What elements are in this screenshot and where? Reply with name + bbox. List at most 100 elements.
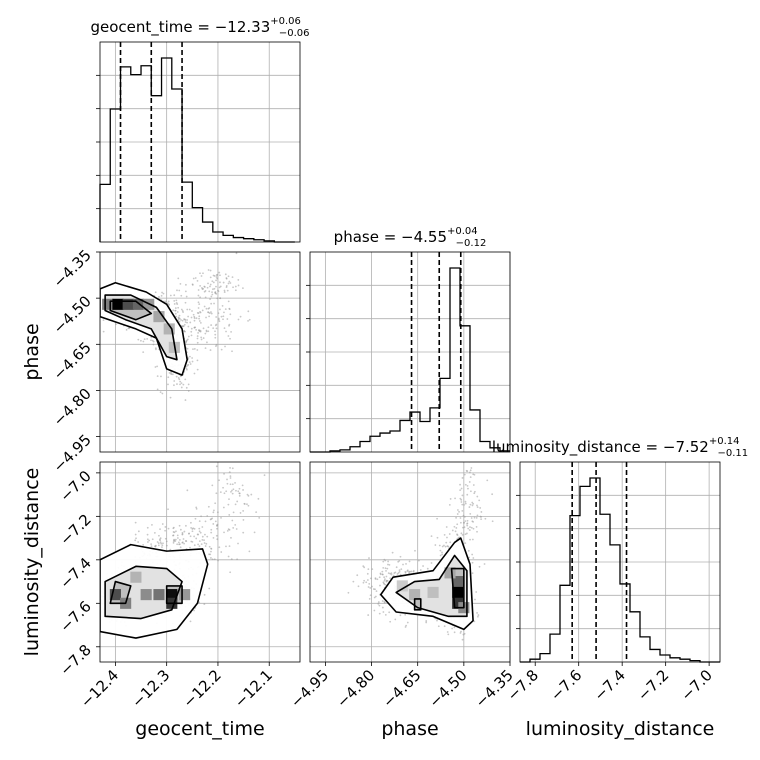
scatter-point xyxy=(437,625,440,628)
scatter-point xyxy=(220,551,223,553)
scatter-point xyxy=(156,365,159,368)
scatter-point xyxy=(223,291,226,293)
scatter-point xyxy=(237,279,240,281)
scatter-point xyxy=(381,573,384,576)
scatter-point xyxy=(200,336,203,339)
histogram-bar xyxy=(121,67,131,242)
panel-title: phase = −4.55+0.04 −0.12 xyxy=(334,226,487,249)
scatter-point xyxy=(199,272,201,275)
scatter-point xyxy=(232,286,234,289)
y-axis-label: phase xyxy=(21,323,43,380)
density-cell xyxy=(122,298,134,310)
scatter-point xyxy=(212,288,214,291)
scatter-point xyxy=(383,583,386,586)
scatter-point xyxy=(242,519,245,521)
scatter-point xyxy=(238,494,241,497)
scatter-point xyxy=(159,537,162,540)
title-label: phase = −4.55 xyxy=(334,228,447,246)
scatter-point xyxy=(179,380,182,383)
scatter-point xyxy=(185,365,188,368)
scatter-point xyxy=(183,542,185,545)
scatter-point xyxy=(404,570,407,573)
scatter-point xyxy=(474,490,476,493)
scatter-point xyxy=(204,332,207,335)
scatter-point xyxy=(192,527,195,530)
scatter-point xyxy=(468,506,471,508)
scatter-point xyxy=(211,280,214,283)
scatter-point xyxy=(189,321,192,324)
scatter-point xyxy=(398,569,401,572)
scatter-point xyxy=(472,527,475,530)
scatter-point xyxy=(155,544,157,547)
tick-label: −12.4 xyxy=(77,666,122,711)
scatter-point xyxy=(234,523,237,526)
scatter-point xyxy=(374,595,377,598)
scatter-point xyxy=(471,561,474,564)
scatter-point xyxy=(207,282,209,285)
scatter-point xyxy=(193,317,196,319)
scatter-point xyxy=(174,538,177,541)
scatter-point xyxy=(201,535,204,538)
contour-line xyxy=(165,585,183,605)
scatter-point xyxy=(472,484,475,486)
scatter-point xyxy=(207,311,209,314)
scatter-point xyxy=(461,638,464,641)
scatter-point xyxy=(97,596,99,598)
scatter-point xyxy=(178,524,181,527)
title-minus: −0.12 xyxy=(456,238,487,249)
scatter-point xyxy=(229,475,232,478)
scatter-point xyxy=(193,326,196,329)
scatter-point xyxy=(160,542,163,545)
scatter-point xyxy=(204,347,207,350)
scatter-point xyxy=(191,530,194,533)
scatter-point xyxy=(466,522,469,525)
scatter-point xyxy=(460,487,463,490)
scatter-point xyxy=(156,388,159,391)
scatter-point xyxy=(366,579,369,581)
scatter-point xyxy=(230,536,232,539)
scatter-point xyxy=(477,459,479,461)
scatter-point xyxy=(210,528,213,531)
scatter-point xyxy=(161,544,164,547)
scatter-point xyxy=(167,508,169,511)
scatter-point xyxy=(215,327,218,330)
scatter-point xyxy=(212,511,215,514)
scatter-point xyxy=(178,317,181,320)
scatter-point xyxy=(166,302,169,305)
scatter-point xyxy=(225,277,228,280)
scatter-point xyxy=(184,378,187,381)
scatter-point xyxy=(469,503,472,506)
scatter-point xyxy=(164,537,167,540)
tick-label: −12.2 xyxy=(180,666,225,711)
scatter-point xyxy=(466,532,468,535)
scatter-point xyxy=(491,520,494,523)
scatter-point xyxy=(90,597,92,599)
scatter-point xyxy=(180,386,183,389)
scatter-point xyxy=(469,538,471,541)
scatter-point xyxy=(236,500,239,503)
scatter-point xyxy=(197,332,200,334)
scatter-point xyxy=(198,520,201,523)
scatter-point xyxy=(232,527,235,529)
scatter-point xyxy=(477,614,480,616)
scatter-point xyxy=(205,316,207,319)
histogram-bar xyxy=(600,514,610,662)
scatter-point xyxy=(441,545,444,548)
scatter-point xyxy=(231,467,234,470)
scatter-point xyxy=(410,570,413,573)
scatter-point xyxy=(197,301,200,304)
scatter-point xyxy=(189,620,192,623)
density-cell xyxy=(452,586,464,598)
scatter-point xyxy=(211,558,214,561)
scatter-point xyxy=(177,541,180,544)
scatter-point xyxy=(250,493,253,496)
scatter-point xyxy=(476,495,479,498)
scatter-point xyxy=(186,368,188,371)
histogram-bar xyxy=(610,545,620,662)
scatter-point xyxy=(213,302,215,305)
scatter-point xyxy=(224,308,227,311)
scatter-point xyxy=(215,534,218,537)
scatter-point xyxy=(213,287,216,290)
scatter-point xyxy=(190,330,193,333)
scatter-point xyxy=(153,531,156,534)
